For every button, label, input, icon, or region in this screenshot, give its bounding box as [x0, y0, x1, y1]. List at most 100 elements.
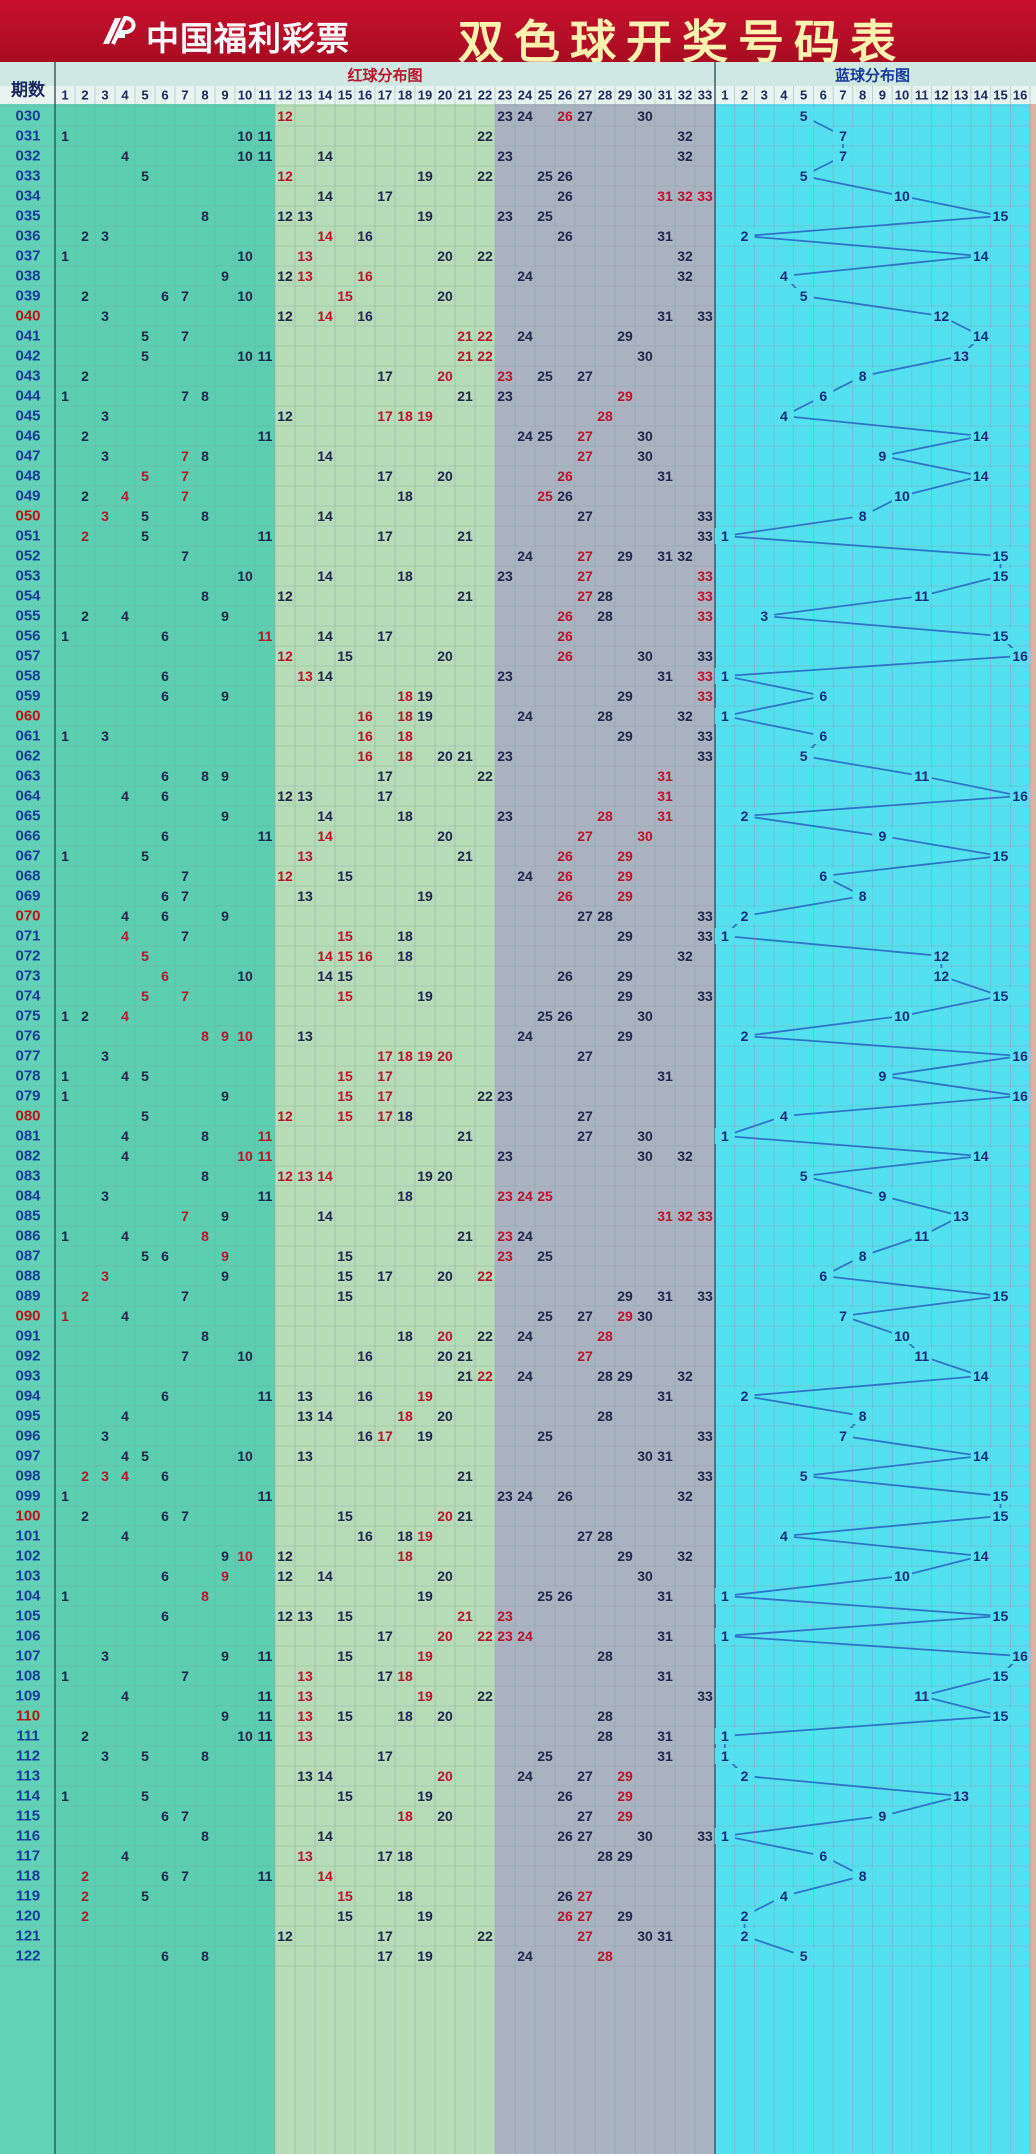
blue-ball-bg — [1010, 648, 1031, 664]
red-ball-number: 24 — [517, 1368, 533, 1384]
blue-ball-bg — [990, 1708, 1011, 1724]
red-ball-number: 26 — [557, 488, 573, 504]
red-ball-number: 6 — [161, 288, 169, 304]
blue-ball-bg — [990, 1608, 1011, 1624]
blue-column-number: 16 — [1013, 88, 1027, 103]
red-ball-number: 32 — [677, 1548, 693, 1564]
red-ball-number: 33 — [697, 688, 713, 704]
blue-ball-bg — [714, 1628, 735, 1644]
red-column-number: 7 — [181, 88, 188, 103]
red-ball-number: 8 — [201, 1228, 209, 1244]
blue-ball-bg — [734, 1028, 755, 1044]
red-column-number: 28 — [598, 88, 612, 103]
blue-column-number: 8 — [859, 88, 866, 103]
red-ball-number: 5 — [141, 1748, 149, 1764]
red-ball-number: 28 — [597, 1728, 613, 1744]
red-ball-number: 14 — [317, 808, 333, 824]
red-ball-number: 24 — [517, 1228, 533, 1244]
red-ball-number: 19 — [417, 1588, 433, 1604]
red-ball-number: 25 — [537, 1188, 553, 1204]
red-ball-number: 17 — [377, 1428, 393, 1444]
period-label: 092 — [15, 1348, 40, 1365]
red-ball-number: 27 — [577, 508, 593, 524]
red-ball-number: 3 — [101, 1188, 109, 1204]
red-ball-number: 7 — [181, 1808, 189, 1824]
blue-ball-bg — [990, 548, 1011, 564]
red-ball-number: 26 — [557, 608, 573, 624]
red-ball-number: 2 — [81, 608, 89, 624]
red-ball-number: 32 — [677, 268, 693, 284]
red-ball-number: 13 — [297, 848, 313, 864]
red-ball-number: 11 — [258, 148, 273, 164]
blue-ball-bg — [911, 588, 932, 604]
period-label: 090 — [15, 1308, 40, 1325]
red-ball-number: 24 — [517, 1188, 533, 1204]
red-ball-number: 11 — [258, 1688, 273, 1704]
blue-ball-number: 12 — [934, 948, 950, 964]
blue-ball-number: 14 — [973, 1368, 989, 1384]
period-header: 期数 — [11, 80, 46, 100]
period-label: 109 — [15, 1688, 40, 1705]
blue-ball-number: 9 — [878, 1808, 886, 1824]
blue-ball-number: 16 — [1012, 788, 1028, 804]
blue-ball-number: 15 — [993, 848, 1009, 864]
red-ball-number: 26 — [557, 1828, 573, 1844]
red-ball-number: 30 — [637, 108, 653, 124]
blue-ball-number: 8 — [859, 888, 867, 904]
red-ball-number: 6 — [161, 888, 169, 904]
red-ball-number: 12 — [277, 1108, 293, 1124]
red-ball-number: 30 — [637, 1148, 653, 1164]
blue-ball-bg — [892, 488, 913, 504]
red-ball-number: 9 — [221, 268, 229, 284]
red-zone-title: 红球分布图 — [347, 67, 422, 85]
blue-ball-number: 9 — [878, 448, 886, 464]
period-label: 068 — [15, 868, 40, 885]
blue-ball-bg — [714, 1588, 735, 1604]
blue-ball-bg — [1010, 1648, 1031, 1664]
red-ball-number: 26 — [557, 168, 573, 184]
period-label: 114 — [16, 1788, 41, 1805]
blue-ball-number: 2 — [741, 908, 749, 924]
red-ball-number: 3 — [101, 228, 109, 244]
red-ball-number: 27 — [577, 1808, 593, 1824]
red-ball-number: 6 — [161, 1948, 169, 1964]
blue-ball-number: 8 — [859, 368, 867, 384]
red-ball-number: 29 — [617, 1788, 633, 1804]
red-ball-number: 30 — [637, 1308, 653, 1324]
red-ball-number: 6 — [161, 688, 169, 704]
blue-ball-bg — [872, 448, 893, 464]
red-ball-number: 20 — [437, 748, 453, 764]
red-ball-number: 12 — [277, 868, 293, 884]
red-ball-number: 13 — [297, 268, 313, 284]
blue-ball-number: 8 — [859, 508, 867, 524]
red-ball-number: 3 — [101, 1468, 109, 1484]
red-ball-number: 5 — [141, 348, 149, 364]
red-ball-number: 19 — [417, 1388, 433, 1404]
red-ball-number: 12 — [277, 1568, 293, 1584]
red-ball-number: 14 — [317, 628, 333, 644]
red-ball-number: 27 — [577, 1928, 593, 1944]
period-label: 083 — [15, 1168, 40, 1185]
red-ball-number: 13 — [297, 1608, 313, 1624]
red-ball-number: 33 — [697, 1288, 713, 1304]
blue-column-number: 2 — [741, 88, 748, 103]
red-ball-number: 3 — [101, 1428, 109, 1444]
red-ball-number: 28 — [597, 408, 613, 424]
red-ball-number: 33 — [697, 568, 713, 584]
red-ball-number: 32 — [677, 248, 693, 264]
blue-ball-number: 4 — [780, 1528, 788, 1544]
red-ball-number: 14 — [317, 568, 333, 584]
blue-ball-bg — [892, 188, 913, 204]
blue-ball-bg — [951, 1788, 972, 1804]
red-ball-number: 12 — [277, 648, 293, 664]
red-ball-number: 8 — [201, 1028, 209, 1044]
red-ball-number: 29 — [617, 968, 633, 984]
red-ball-number: 31 — [657, 808, 673, 824]
blue-ball-bg — [714, 708, 735, 724]
red-ball-number: 13 — [297, 1688, 313, 1704]
blue-ball-number: 12 — [934, 308, 950, 324]
red-ball-number: 18 — [397, 408, 413, 424]
red-ball-number: 29 — [617, 1848, 633, 1864]
logo-text: 中国福利彩票 — [146, 19, 350, 58]
blue-ball-number: 2 — [741, 228, 749, 244]
